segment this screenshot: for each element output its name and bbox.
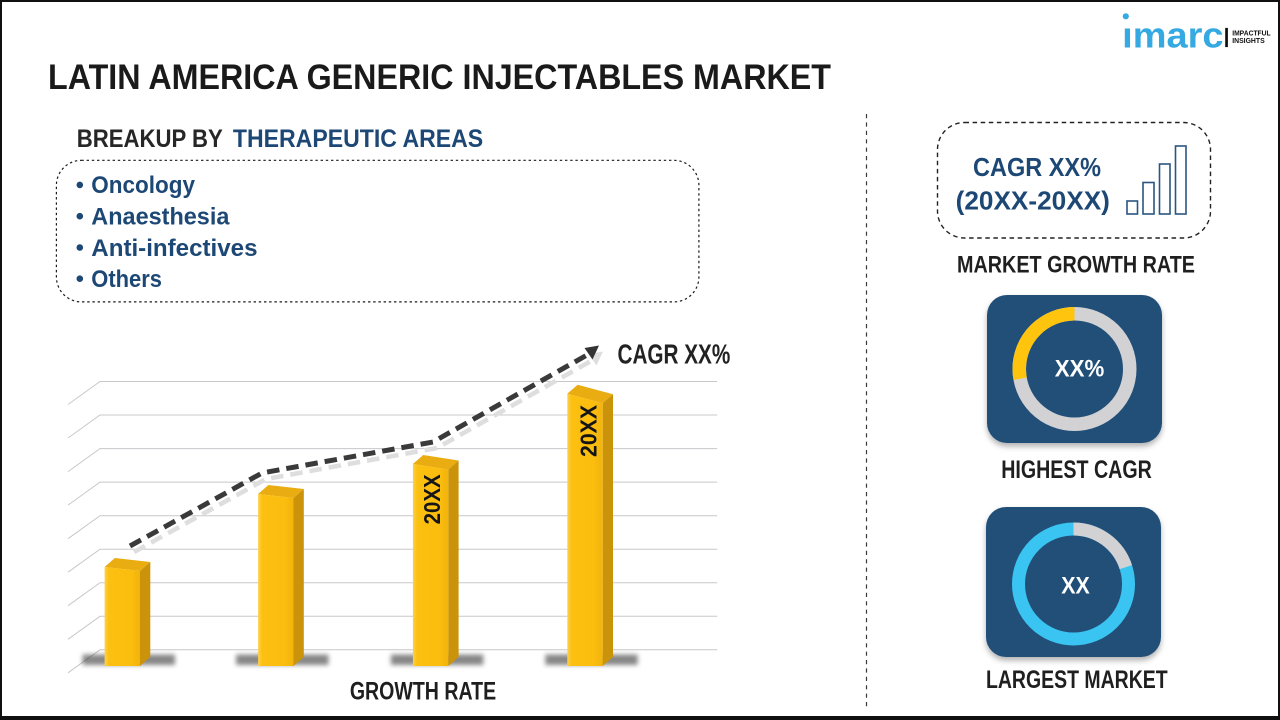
svg-text:Others: Others [91, 266, 162, 293]
svg-text:Oncology: Oncology [91, 172, 195, 199]
svg-text:20XX: 20XX [419, 474, 445, 524]
svg-text:XX: XX [1061, 572, 1090, 599]
svg-text:INSIGHTS: INSIGHTS [1232, 38, 1265, 45]
svg-text:HIGHEST CAGR: HIGHEST CAGR [1001, 456, 1152, 484]
svg-text:20XX: 20XX [575, 405, 601, 457]
svg-text:LARGEST MARKET: LARGEST MARKET [986, 666, 1168, 694]
svg-text:Anaesthesia: Anaesthesia [91, 204, 230, 231]
svg-text:MARKET GROWTH RATE: MARKET GROWTH RATE [957, 252, 1195, 279]
svg-text:BREAKUP BY: BREAKUP BY [77, 125, 223, 153]
svg-text:LATIN AMERICA GENERIC INJECTAB: LATIN AMERICA GENERIC INJECTABLES MARKET [48, 58, 831, 97]
svg-text:(20XX-20XX): (20XX-20XX) [956, 186, 1110, 216]
svg-text:CAGR XX%: CAGR XX% [973, 154, 1101, 182]
svg-text:THERAPEUTIC AREAS: THERAPEUTIC AREAS [233, 125, 483, 153]
svg-text:XX%: XX% [1055, 356, 1105, 383]
svg-text:IMPACTFUL: IMPACTFUL [1232, 31, 1271, 38]
svg-text:ımarc: ımarc [1122, 15, 1223, 56]
svg-text:CAGR XX%: CAGR XX% [618, 339, 731, 370]
svg-text:GROWTH RATE: GROWTH RATE [350, 678, 496, 706]
svg-text:Anti-infectives: Anti-infectives [91, 235, 257, 262]
